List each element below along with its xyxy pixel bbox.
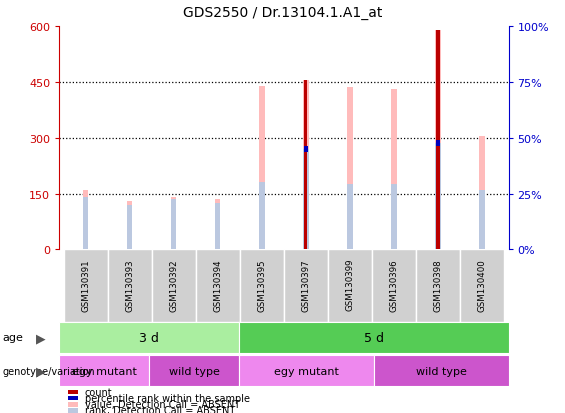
Bar xyxy=(436,31,441,250)
Bar xyxy=(215,199,220,250)
Text: GSM130397: GSM130397 xyxy=(302,258,310,311)
Bar xyxy=(171,198,176,250)
Bar xyxy=(372,250,416,322)
Bar xyxy=(303,81,308,250)
Bar xyxy=(437,31,440,250)
Bar xyxy=(171,199,176,250)
Text: ▶: ▶ xyxy=(36,364,46,377)
Bar xyxy=(436,141,440,147)
Bar xyxy=(480,190,485,250)
Text: 3 d: 3 d xyxy=(139,331,159,344)
Text: age: age xyxy=(3,332,24,343)
Bar xyxy=(392,185,397,250)
Bar xyxy=(328,250,372,322)
Bar xyxy=(240,250,284,322)
Bar xyxy=(127,202,132,250)
Bar xyxy=(303,150,308,250)
Text: GSM130392: GSM130392 xyxy=(170,258,179,311)
Bar xyxy=(68,402,78,406)
Bar xyxy=(416,250,460,322)
Bar xyxy=(108,250,152,322)
Text: GSM130400: GSM130400 xyxy=(477,258,486,311)
Bar xyxy=(68,408,78,413)
Text: GDS2550 / Dr.13104.1.A1_at: GDS2550 / Dr.13104.1.A1_at xyxy=(183,6,382,20)
Bar xyxy=(259,86,264,250)
Bar xyxy=(284,250,328,322)
Bar xyxy=(460,250,504,322)
Text: ▶: ▶ xyxy=(36,331,46,344)
Bar xyxy=(127,205,132,250)
Bar xyxy=(152,250,196,322)
Bar xyxy=(149,355,239,386)
Text: percentile rank within the sample: percentile rank within the sample xyxy=(85,393,250,403)
Text: 5 d: 5 d xyxy=(364,331,384,344)
Bar xyxy=(68,390,78,394)
Text: genotype/variation: genotype/variation xyxy=(3,366,95,376)
Bar xyxy=(83,190,88,250)
Bar xyxy=(374,355,508,386)
Bar xyxy=(347,88,353,250)
Text: value, Detection Call = ABSENT: value, Detection Call = ABSENT xyxy=(85,399,240,409)
Bar xyxy=(83,198,88,250)
Bar xyxy=(68,396,78,401)
Bar xyxy=(305,81,307,250)
Bar xyxy=(59,322,239,353)
Text: GSM130393: GSM130393 xyxy=(125,258,134,311)
Bar xyxy=(215,204,220,250)
Bar xyxy=(347,185,353,250)
Text: egy mutant: egy mutant xyxy=(274,366,339,376)
Bar xyxy=(303,147,308,152)
Text: GSM130399: GSM130399 xyxy=(345,259,354,311)
Bar xyxy=(64,250,108,322)
Text: GSM130391: GSM130391 xyxy=(81,258,90,311)
Text: rank, Detection Call = ABSENT: rank, Detection Call = ABSENT xyxy=(85,406,235,413)
Bar xyxy=(480,136,485,250)
Text: GSM130394: GSM130394 xyxy=(214,258,223,311)
Text: wild type: wild type xyxy=(416,366,467,376)
Bar xyxy=(259,183,264,250)
Bar xyxy=(436,144,441,250)
Text: egy mutant: egy mutant xyxy=(72,366,137,376)
Text: GSM130398: GSM130398 xyxy=(433,258,442,311)
Text: GSM130395: GSM130395 xyxy=(258,258,266,311)
Bar xyxy=(239,322,508,353)
Bar xyxy=(196,250,240,322)
Text: wild type: wild type xyxy=(168,366,220,376)
Bar xyxy=(392,90,397,250)
Text: GSM130396: GSM130396 xyxy=(389,258,398,311)
Text: count: count xyxy=(85,387,112,397)
Bar xyxy=(59,355,149,386)
Bar xyxy=(239,355,374,386)
